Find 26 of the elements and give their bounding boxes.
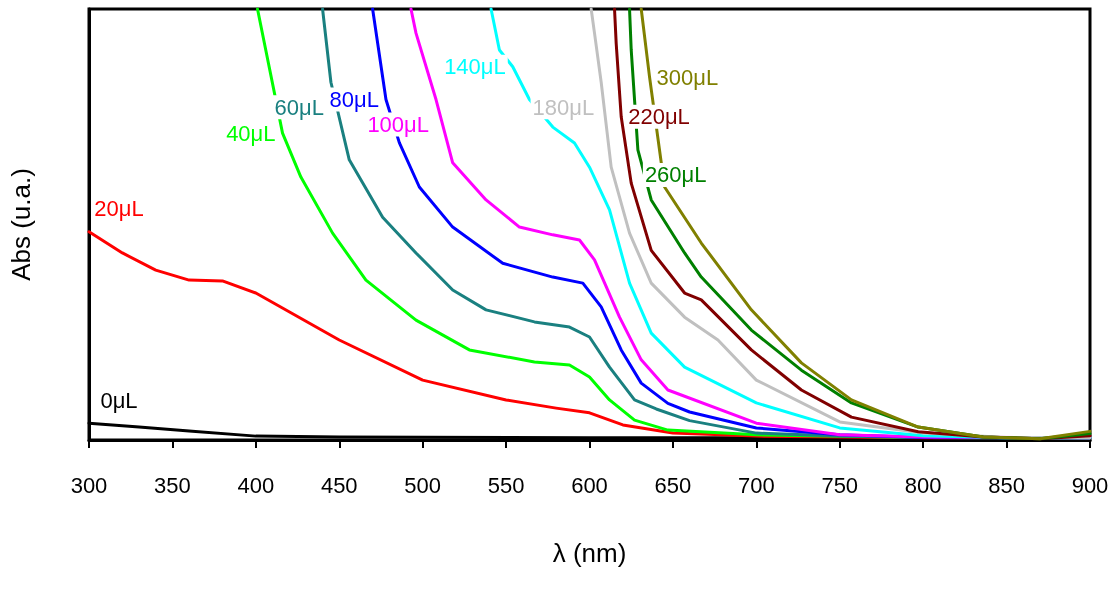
series-label: 60μL — [274, 94, 324, 120]
x-tick-label: 900 — [1071, 472, 1109, 498]
x-tick-label: 350 — [154, 472, 191, 498]
series-label: 300μL — [656, 64, 719, 90]
series-label: 80μL — [329, 87, 379, 113]
series-label: 40μL — [226, 120, 276, 146]
x-tick-label: 800 — [904, 472, 942, 498]
x-tick-label: 650 — [654, 472, 692, 498]
series-label: 20μL — [94, 196, 144, 222]
x-tick-label: 550 — [487, 472, 525, 498]
x-tick-label: 300 — [70, 472, 108, 498]
x-axis-title: λ (nm) — [552, 538, 627, 568]
x-tick-label: 600 — [571, 472, 608, 498]
x-tick-label: 450 — [320, 472, 358, 498]
x-tick-label: 400 — [237, 472, 275, 498]
series-label: 220μL — [628, 104, 690, 130]
x-tick-label: 500 — [404, 472, 442, 498]
series-label: 0μL — [100, 387, 138, 413]
series-label: 180μL — [532, 94, 595, 120]
x-tick-label: 850 — [988, 472, 1025, 498]
series-label: 100μL — [367, 112, 430, 138]
x-tick-label: 700 — [737, 472, 775, 498]
x-tick-label: 750 — [821, 472, 859, 498]
series-label: 260μL — [644, 162, 707, 188]
series-label: 140μL — [444, 54, 506, 80]
y-axis-title: Abs (u.a.) — [6, 168, 36, 281]
